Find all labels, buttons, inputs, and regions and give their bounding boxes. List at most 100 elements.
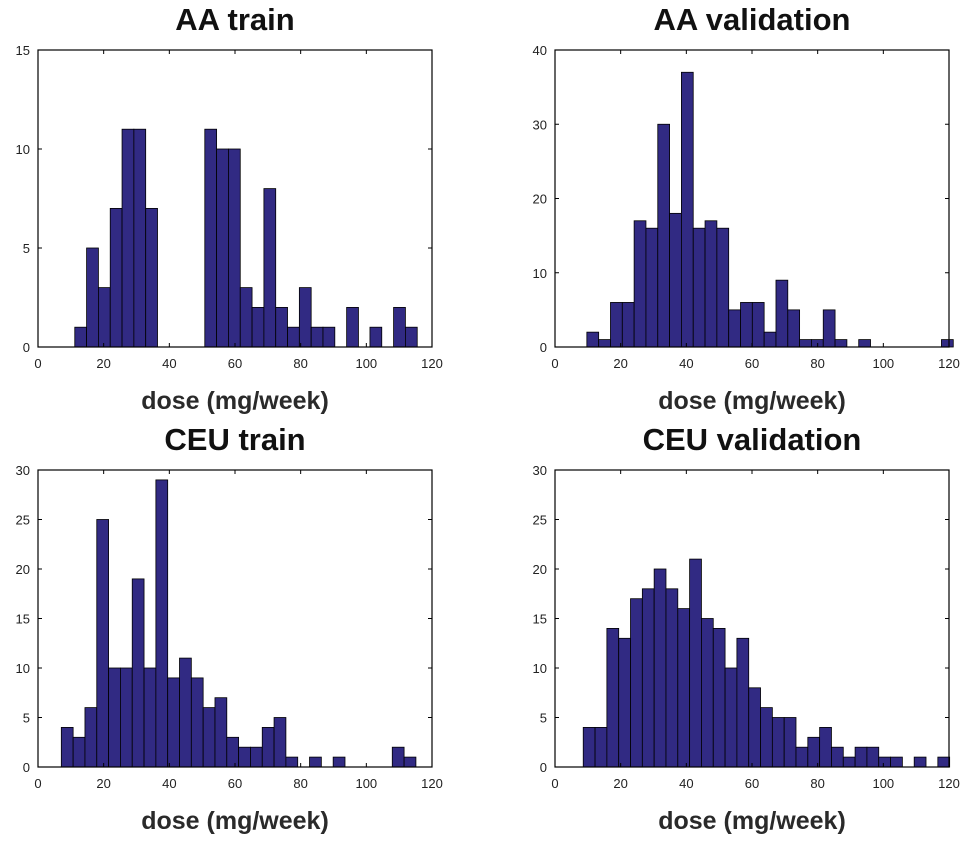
histogram-bar [391,746,405,768]
y-tick-label: 10 [16,142,30,157]
histogram-bar [606,628,620,768]
chart-title: AA validation [654,2,851,37]
histogram-bar [819,727,832,768]
x-axis-label: dose (mg/week) [141,807,329,835]
x-tick-label: 20 [613,776,627,791]
y-tick-label: 0 [540,760,547,775]
histogram-bar [309,756,322,768]
histogram-bar [228,148,241,348]
panel-ceu-train: 0 20 40 60 80 100 120 0 5 10 15 20 25 30 CEU train dose… [16,422,443,835]
histogram-bar [84,707,98,768]
histogram-bar [941,339,954,348]
histogram-bar [403,756,417,768]
panel-aa-validation: 0 20 40 60 80 100 120 0 10 20 30 40 AA validation dos… [533,2,960,415]
y-tick-label: 5 [540,711,547,726]
y-tick-label: 5 [23,711,30,726]
histogram-bar [263,188,277,348]
histogram-bar [890,756,903,768]
histogram-bar [60,727,74,768]
histogram-bar [641,588,655,768]
histogram-bar [298,287,312,348]
panel-aa-train: 0 20 40 60 80 100 120 0 5 10 15 AA train dose (mg/we… [16,2,443,415]
histogram-bar [630,598,643,768]
x-tick-label: 80 [810,356,824,371]
y-tick-label: 10 [16,661,30,676]
y-tick-label: 30 [533,463,547,478]
y-tick-label: 0 [540,340,547,355]
y-tick-label: 30 [533,117,547,132]
histogram-bar [807,736,821,768]
histogram-bar [795,746,809,768]
histogram-bar [155,479,169,768]
x-axis-label: dose (mg/week) [658,387,846,415]
histogram-bar [913,756,927,768]
histogram-bar [712,628,726,768]
histogram-bar [594,727,608,768]
x-tick-label: 80 [293,776,307,791]
x-tick-label: 80 [810,776,824,791]
y-tick-label: 15 [533,612,547,627]
y-tick-label: 5 [23,241,30,256]
histogram-bar [692,227,706,348]
x-tick-label: 20 [613,356,627,371]
histogram-bar [190,677,204,768]
histogram-bar [645,227,659,348]
histogram-bar [854,746,868,768]
histogram-bar [669,212,682,348]
histogram-bar [226,736,240,768]
x-axis-label: dose (mg/week) [658,807,846,835]
x-tick-label: 60 [745,776,759,791]
histogram-bar [273,717,287,768]
histogram-bar [120,667,133,768]
y-tick-label: 10 [533,266,547,281]
x-tick-label: 40 [162,776,176,791]
histogram-bar [704,220,718,348]
y-tick-label: 10 [533,661,547,676]
histogram-bar [405,326,418,348]
histogram-bar [86,247,99,348]
histogram-bar [586,331,600,348]
y-tick-label: 15 [16,43,30,58]
x-tick-label: 40 [679,776,693,791]
histogram-bar [121,128,135,348]
histogram-bar [677,608,691,768]
histogram-bar [72,736,86,768]
histogram-bar [261,727,275,768]
x-tick-label: 120 [421,356,443,371]
histogram-bar [653,568,667,768]
histogram-bar [251,306,265,348]
x-tick-label: 100 [355,356,377,371]
histogram-bar [822,309,836,348]
histogram-bar [179,657,192,768]
y-tick-label: 20 [16,562,30,577]
x-tick-label: 100 [355,776,377,791]
x-tick-label: 0 [34,356,41,371]
x-tick-label: 120 [421,776,443,791]
histogram-bar [701,618,714,768]
y-tick-label: 25 [16,513,30,528]
histogram-bar [369,326,383,348]
histogram-bar [275,306,288,348]
histogram-bar [858,339,871,348]
histogram-bar [775,279,789,348]
x-tick-label: 60 [228,356,242,371]
x-tick-label: 20 [96,776,110,791]
histogram-bar [657,123,670,348]
histogram-bar [109,207,123,348]
y-tick-label: 15 [16,612,30,627]
histogram-bar [131,578,145,768]
y-tick-label: 0 [23,760,30,775]
x-axis-label: dose (mg/week) [141,387,329,415]
histogram-bar [866,746,880,768]
y-tick-label: 25 [533,513,547,528]
histogram-bar [216,148,229,348]
histogram-bar [285,756,299,768]
x-tick-label: 120 [938,356,960,371]
histogram-bar [74,326,87,348]
x-tick-label: 60 [228,776,242,791]
histogram-bar [724,667,738,768]
histogram-bar [760,707,773,768]
histogram-bar [610,302,623,348]
histogram-bar [878,756,891,768]
